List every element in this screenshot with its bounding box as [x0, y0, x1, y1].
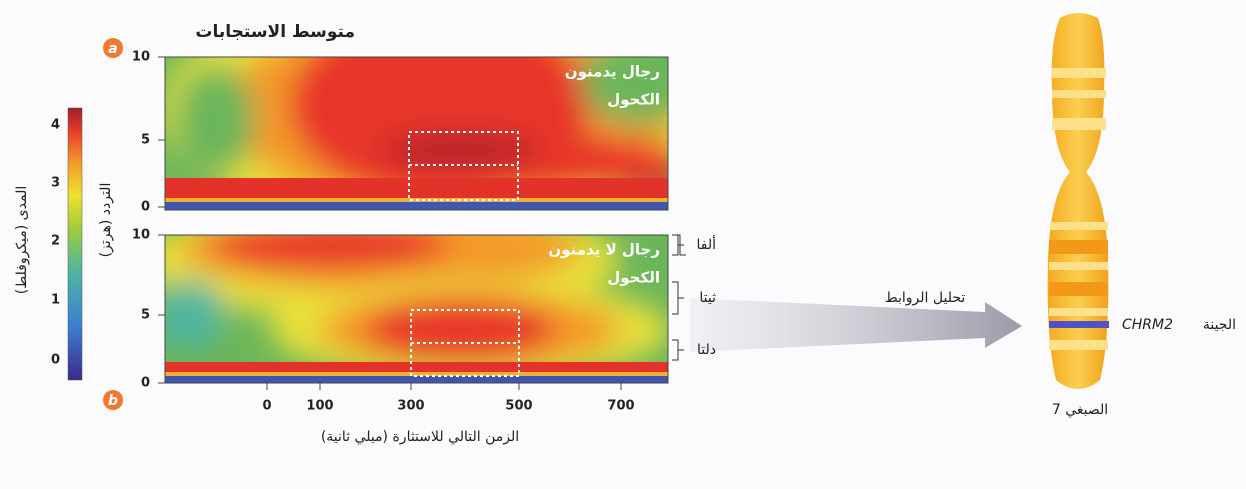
- panel-frame: [164, 56, 669, 211]
- panel-badge: [103, 38, 123, 58]
- y-tick-label: 10: [132, 228, 150, 243]
- x-tick-label: 100: [306, 399, 333, 414]
- band-label: ألفا: [696, 235, 716, 253]
- panel-label: الكحول: [607, 269, 660, 287]
- analysis-window: [408, 131, 520, 377]
- panel-frame: [164, 234, 669, 384]
- x-tick-label: 0: [262, 399, 271, 414]
- frequency-label: التردد (هرتز): [98, 183, 114, 258]
- arrow: [690, 298, 1022, 352]
- chromosome: [1047, 13, 1109, 389]
- x-tick-label: 300: [397, 399, 424, 414]
- chromosome-label: الصبغي 7: [1052, 402, 1108, 418]
- colorbar-tick-label: 1: [51, 293, 60, 308]
- x-axis-label: الزمن التالي للاستثارة (ميلي ثانية): [321, 429, 519, 445]
- colorbar: [67, 107, 83, 381]
- y-tick-label: 0: [141, 200, 150, 215]
- figure-title: متوسط الاستجابات: [195, 22, 355, 42]
- gene-word: الجينة: [1203, 317, 1236, 333]
- panel-label: رجال يدمنون: [565, 63, 660, 81]
- panel-badge-text: a: [108, 41, 117, 57]
- panel-badge: [103, 390, 123, 410]
- panel-label: الكحول: [607, 91, 660, 109]
- colorbar-tick-label: 2: [51, 234, 60, 249]
- panel-label: رجال لا يدمنون: [548, 241, 660, 259]
- gene-name: CHRM2: [1122, 317, 1173, 333]
- band-brackets: [672, 234, 686, 361]
- band-label: دلتا: [697, 342, 716, 358]
- colorbar-tick-label: 3: [51, 176, 60, 191]
- x-tick-label: 700: [607, 399, 634, 414]
- heatmap-a: [165, 57, 668, 210]
- y-tick-label: 10: [132, 50, 150, 65]
- x-tick-label: 500: [505, 399, 532, 414]
- colorbar-tick-label: 4: [51, 118, 60, 133]
- band-label: ثيتا: [699, 290, 716, 306]
- heatmap-b: [165, 235, 668, 383]
- arrow-label: تحليل الروابط: [885, 290, 966, 306]
- y-tick-label: 5: [141, 133, 150, 148]
- colorbar-tick-label: 0: [51, 353, 60, 368]
- y-tick-label: 0: [141, 376, 150, 391]
- y-tick-label: 5: [141, 308, 150, 323]
- amplitude-label: المدى (ميكروفلط): [14, 186, 30, 295]
- panel-badge-text: b: [108, 393, 118, 409]
